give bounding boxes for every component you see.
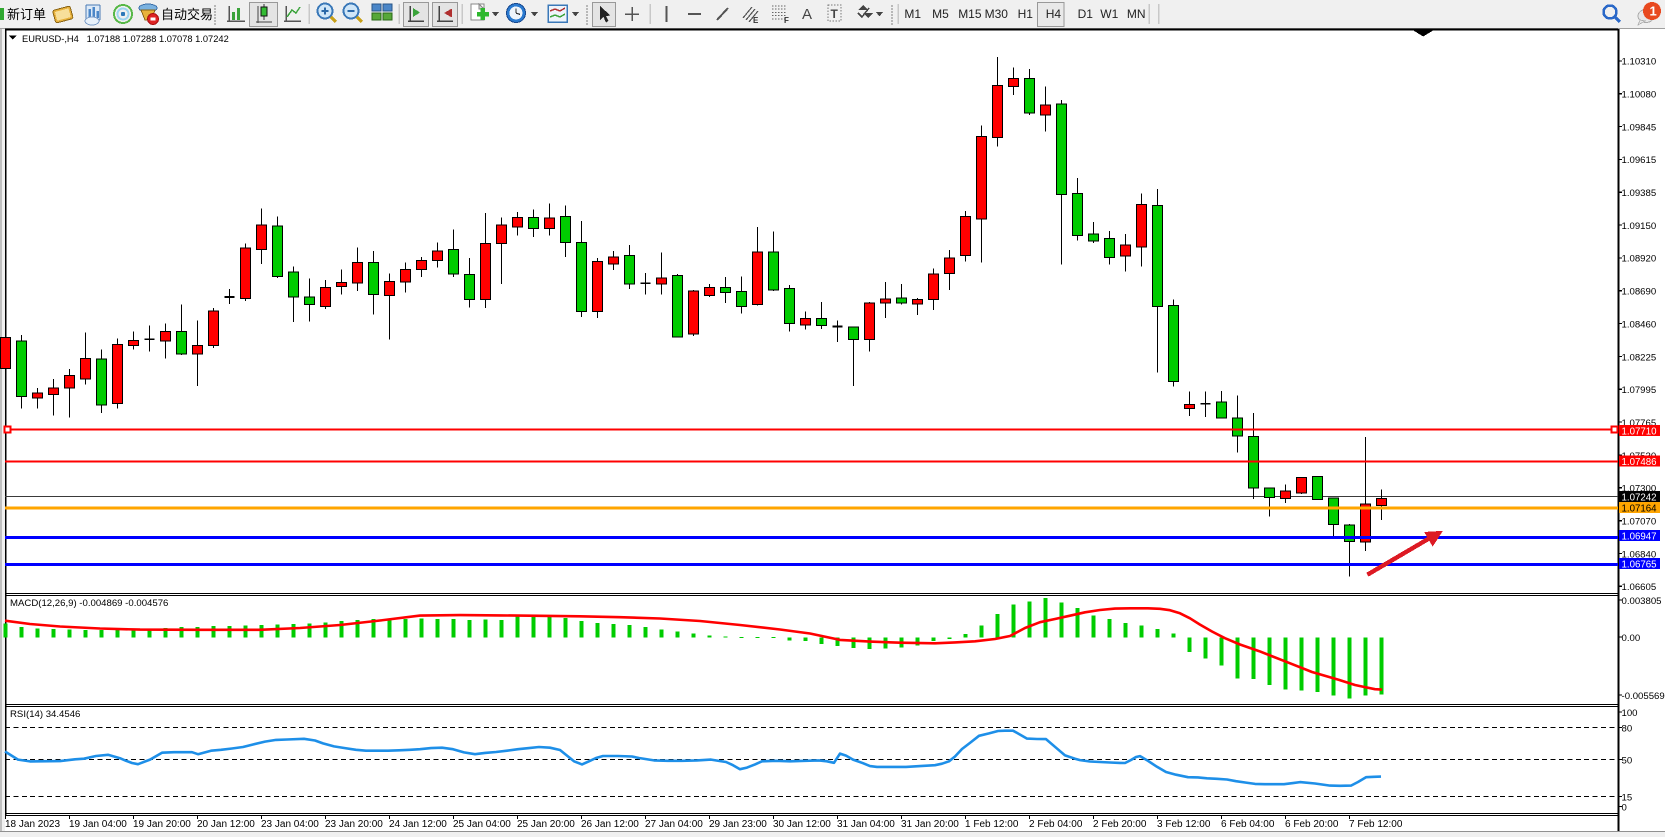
svg-text:25 Jan 20:00: 25 Jan 20:00 xyxy=(517,819,575,830)
svg-text:31 Jan 20:00: 31 Jan 20:00 xyxy=(901,819,959,830)
svg-text:23 Jan 20:00: 23 Jan 20:00 xyxy=(325,819,383,830)
svg-text:D1: D1 xyxy=(1078,7,1094,21)
svg-text:1.10080: 1.10080 xyxy=(1622,90,1657,101)
svg-text:25 Jan 04:00: 25 Jan 04:00 xyxy=(453,819,511,830)
svg-text:31 Jan 04:00: 31 Jan 04:00 xyxy=(837,819,895,830)
svg-text:1.07070: 1.07070 xyxy=(1622,516,1657,527)
svg-text:H1: H1 xyxy=(1018,7,1034,21)
svg-text:1.06840: 1.06840 xyxy=(1622,549,1657,560)
svg-text:19 Jan 20:00: 19 Jan 20:00 xyxy=(133,819,191,830)
svg-text:1.10310: 1.10310 xyxy=(1622,57,1657,68)
svg-text:1.06765: 1.06765 xyxy=(1622,559,1657,570)
svg-text:3 Feb 12:00: 3 Feb 12:00 xyxy=(1157,819,1211,830)
svg-text:6 Feb 20:00: 6 Feb 20:00 xyxy=(1285,819,1339,830)
svg-text:1.08920: 1.08920 xyxy=(1622,254,1657,265)
svg-text:23 Jan 04:00: 23 Jan 04:00 xyxy=(261,819,319,830)
svg-text:1 Feb 12:00: 1 Feb 12:00 xyxy=(965,819,1019,830)
svg-text:2 Feb 04:00: 2 Feb 04:00 xyxy=(1029,819,1083,830)
svg-text:M1: M1 xyxy=(904,7,921,21)
svg-text:26 Jan 12:00: 26 Jan 12:00 xyxy=(581,819,639,830)
svg-text:80: 80 xyxy=(1622,723,1633,734)
svg-text:1.07164: 1.07164 xyxy=(1622,503,1658,514)
svg-text:24 Jan 12:00: 24 Jan 12:00 xyxy=(389,819,447,830)
svg-text:-0.005569: -0.005569 xyxy=(1622,691,1665,702)
svg-text:50: 50 xyxy=(1622,755,1633,766)
svg-text:1.08690: 1.08690 xyxy=(1622,287,1657,298)
svg-text:T: T xyxy=(831,7,839,21)
svg-text:0.003805: 0.003805 xyxy=(1622,596,1662,607)
svg-text:M15: M15 xyxy=(958,7,982,21)
svg-text:27 Jan 04:00: 27 Jan 04:00 xyxy=(645,819,703,830)
svg-text:0.00: 0.00 xyxy=(1622,633,1641,644)
svg-text:M5: M5 xyxy=(932,7,949,21)
svg-text:15: 15 xyxy=(1622,792,1633,803)
svg-text:0: 0 xyxy=(1622,802,1627,813)
svg-text:1.07765: 1.07765 xyxy=(1622,418,1657,429)
svg-text:F: F xyxy=(784,16,789,25)
svg-text:E: E xyxy=(753,16,759,25)
svg-text:7 Feb 12:00: 7 Feb 12:00 xyxy=(1349,819,1403,830)
svg-text:1.07242: 1.07242 xyxy=(1622,492,1657,503)
svg-text:1.06605: 1.06605 xyxy=(1622,582,1657,593)
svg-text:H4: H4 xyxy=(1046,7,1062,21)
svg-text:100: 100 xyxy=(1622,708,1638,719)
svg-text:2 Feb 20:00: 2 Feb 20:00 xyxy=(1093,819,1147,830)
svg-text:M30: M30 xyxy=(985,7,1009,21)
svg-text:自动交易: 自动交易 xyxy=(161,7,213,22)
svg-text:A: A xyxy=(802,6,812,23)
svg-text:MN: MN xyxy=(1127,7,1146,21)
svg-text:29 Jan 23:00: 29 Jan 23:00 xyxy=(709,819,767,830)
svg-text:EURUSD-,H4 1.07188 1.07288 1: EURUSD-,H4 1.07188 1.07288 1.07078 1.072… xyxy=(22,34,229,44)
svg-text:1.07710: 1.07710 xyxy=(1622,426,1658,437)
svg-text:1.08225: 1.08225 xyxy=(1622,352,1657,363)
svg-text:1.07995: 1.07995 xyxy=(1622,385,1657,396)
svg-text:1.09845: 1.09845 xyxy=(1622,122,1657,133)
svg-text:W1: W1 xyxy=(1100,7,1118,21)
svg-text:RSI(14) 34.4546: RSI(14) 34.4546 xyxy=(10,709,80,720)
svg-text:1.07300: 1.07300 xyxy=(1622,484,1657,495)
svg-text:1.06947: 1.06947 xyxy=(1622,531,1657,542)
svg-text:19 Jan 04:00: 19 Jan 04:00 xyxy=(69,819,127,830)
svg-text:1.09385: 1.09385 xyxy=(1622,188,1657,199)
svg-text:18 Jan 2023: 18 Jan 2023 xyxy=(5,819,60,830)
svg-text:新订单: 新订单 xyxy=(7,7,46,22)
svg-text:1.09150: 1.09150 xyxy=(1622,221,1657,232)
svg-text:1.08460: 1.08460 xyxy=(1622,319,1657,330)
svg-text:1.07486: 1.07486 xyxy=(1622,457,1657,468)
svg-text:MACD(12,26,9) -0.004869 -0.004: MACD(12,26,9) -0.004869 -0.004576 xyxy=(10,598,168,609)
svg-text:6 Feb 04:00: 6 Feb 04:00 xyxy=(1221,819,1275,830)
svg-text:20 Jan 12:00: 20 Jan 12:00 xyxy=(197,819,255,830)
svg-text:1.09615: 1.09615 xyxy=(1622,155,1657,166)
svg-text:1: 1 xyxy=(1650,4,1657,19)
svg-text:30 Jan 12:00: 30 Jan 12:00 xyxy=(773,819,831,830)
